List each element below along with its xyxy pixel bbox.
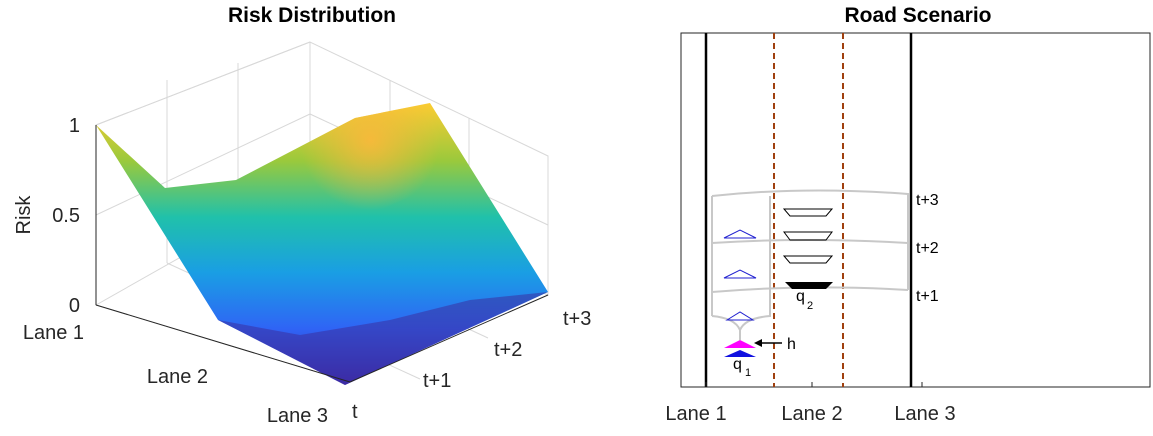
z-tick-label: 0 — [69, 295, 80, 317]
ego-vehicle-h — [724, 340, 756, 348]
vehicle-outline — [782, 255, 834, 264]
x-tick-label: Lane 2 — [781, 403, 842, 425]
road-scenario-diagram: Road Scenario — [665, 4, 1151, 425]
x-tick-label: Lane 2 — [147, 366, 208, 388]
surface-highlight — [236, 103, 470, 215]
q2-subscript: 2 — [807, 300, 813, 312]
x-tick-label: Lane 3 — [267, 405, 328, 427]
x-tick-label: Lane 3 — [894, 403, 955, 425]
q2-label: q — [796, 288, 805, 305]
x-axis-line — [95, 304, 351, 383]
vehicle-outline — [783, 231, 833, 241]
y-tick-label: t+3 — [563, 308, 591, 330]
ego-triangle — [723, 269, 757, 279]
z-axis-label: Risk — [13, 195, 35, 235]
y-tick-label: t — [352, 401, 358, 423]
y-axis-line — [349, 294, 549, 383]
z-tick-label: 1 — [69, 115, 80, 137]
x-tick-label: Lane 1 — [23, 322, 84, 344]
q1-label: q — [733, 356, 742, 373]
risk-distribution-chart: Risk Distribution — [13, 4, 591, 427]
time-label: t+2 — [916, 240, 939, 257]
grid-line — [95, 41, 311, 126]
surface-shadow — [218, 292, 548, 385]
plot-frame — [680, 32, 1151, 388]
q1-subscript: 1 — [745, 367, 751, 379]
h-label: h — [787, 336, 796, 353]
ego-triangle — [723, 229, 757, 239]
tube-neck — [711, 196, 771, 333]
vehicle-q2 — [785, 282, 833, 289]
other-vehicle-predictions — [782, 208, 834, 264]
chart-title: Risk Distribution — [228, 4, 396, 27]
ego-vehicle-q1 — [724, 350, 756, 357]
y-tick-label: t+2 — [494, 339, 522, 361]
diagram-title: Road Scenario — [844, 4, 991, 27]
vehicle-outline — [782, 208, 834, 217]
z-tick-label: 0.5 — [52, 205, 80, 227]
risk-surface — [96, 103, 548, 385]
prediction-tubes — [711, 189, 909, 340]
grid-line — [95, 113, 311, 216]
tube-top — [711, 189, 909, 290]
front-axes — [95, 125, 549, 383]
ego-predictions — [723, 229, 757, 321]
time-label: t+3 — [916, 192, 939, 209]
x-tick-label: Lane 1 — [665, 403, 726, 425]
ego-triangle — [725, 311, 755, 321]
y-tick-label: t+1 — [423, 370, 451, 392]
h-arrow-head — [754, 339, 762, 347]
time-label: t+1 — [916, 288, 939, 305]
